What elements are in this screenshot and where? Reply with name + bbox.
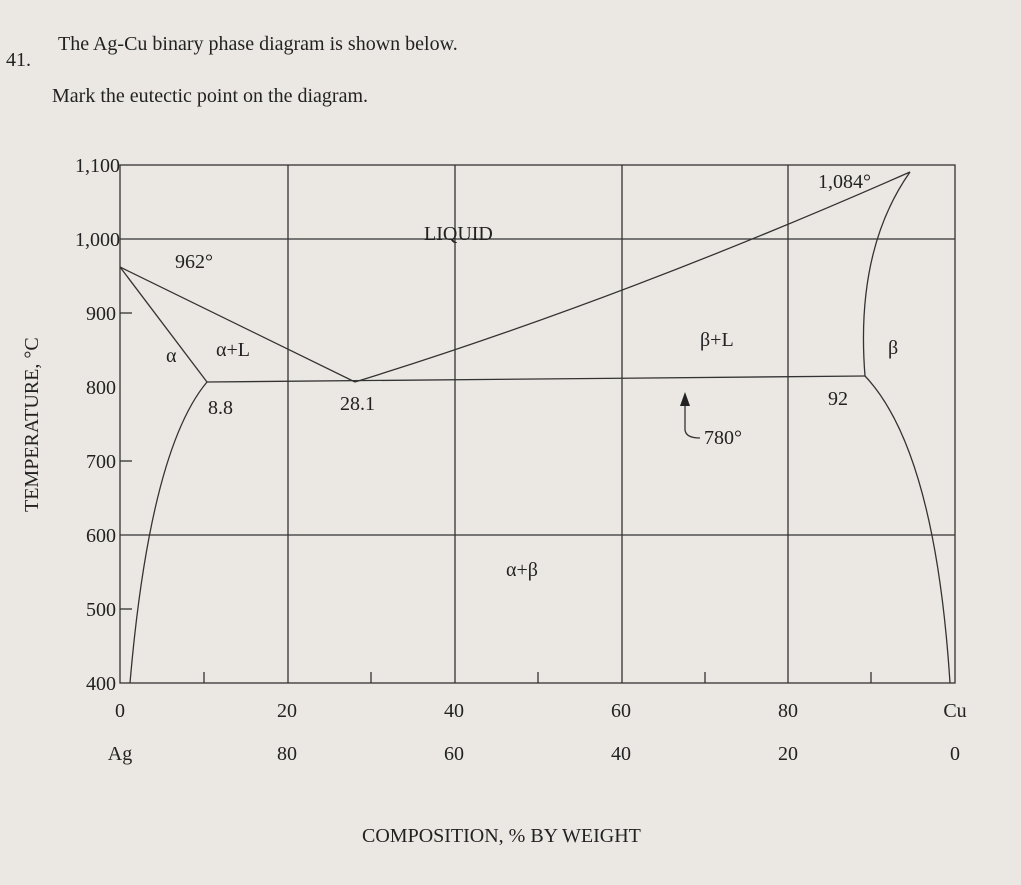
x-tick-label: 80 xyxy=(778,700,798,722)
x-tick-label: Cu xyxy=(943,700,966,722)
region-label: β xyxy=(888,337,898,359)
x-axis-title: COMPOSITION, % BY WEIGHT xyxy=(362,825,641,847)
x-tick-label: 60 xyxy=(611,700,631,722)
x-tick-label: 20 xyxy=(277,700,297,722)
x-tick-label: 60 xyxy=(444,743,464,765)
region-label: β+L xyxy=(700,329,734,351)
x-tick-label: 0 xyxy=(115,700,125,722)
y-tick-label: 500 xyxy=(86,599,116,621)
x-tick-label: Ag xyxy=(108,743,132,765)
region-label: LIQUID xyxy=(424,223,493,245)
x-tick-label: 0 xyxy=(950,743,960,765)
x-tick-label: 20 xyxy=(778,743,798,765)
question-number: 41. xyxy=(6,49,31,71)
question-line: The Ag-Cu binary phase diagram is shown … xyxy=(58,33,458,55)
y-tick-label: 1,100 xyxy=(75,155,120,177)
region-label: α xyxy=(166,345,177,367)
plot-frame xyxy=(119,164,956,684)
x-tick-label: 80 xyxy=(277,743,297,765)
question-line: Mark the eutectic point on the diagram. xyxy=(52,85,368,107)
y-tick-label: 800 xyxy=(86,377,116,399)
y-tick-label: 900 xyxy=(86,303,116,325)
phase-boundaries xyxy=(119,171,951,684)
region-label: α+L xyxy=(216,339,250,361)
y-axis-title: TEMPERATURE, °C xyxy=(21,337,43,512)
region-label: 1,084° xyxy=(818,171,871,193)
x-tick-label: 40 xyxy=(611,743,631,765)
y-tick-label: 700 xyxy=(86,451,116,473)
y-tick-label: 400 xyxy=(86,673,116,695)
x-ticks: 0 20 40 60 80 Cu Ag 80 60 40 20 0 xyxy=(108,700,967,765)
region-label: 962° xyxy=(175,251,213,273)
y-tick-label: 1,000 xyxy=(75,229,120,251)
region-label: 92 xyxy=(828,388,848,410)
y-ticks: 1,100 1,000 900 800 700 600 500 400 xyxy=(75,155,120,695)
x-tick-label: 40 xyxy=(444,700,464,722)
region-label: 28.1 xyxy=(340,393,375,415)
region-label: 8.8 xyxy=(208,397,233,419)
region-label: 780° xyxy=(704,427,742,449)
y-tick-label: 600 xyxy=(86,525,116,547)
region-label: α+β xyxy=(506,559,538,581)
